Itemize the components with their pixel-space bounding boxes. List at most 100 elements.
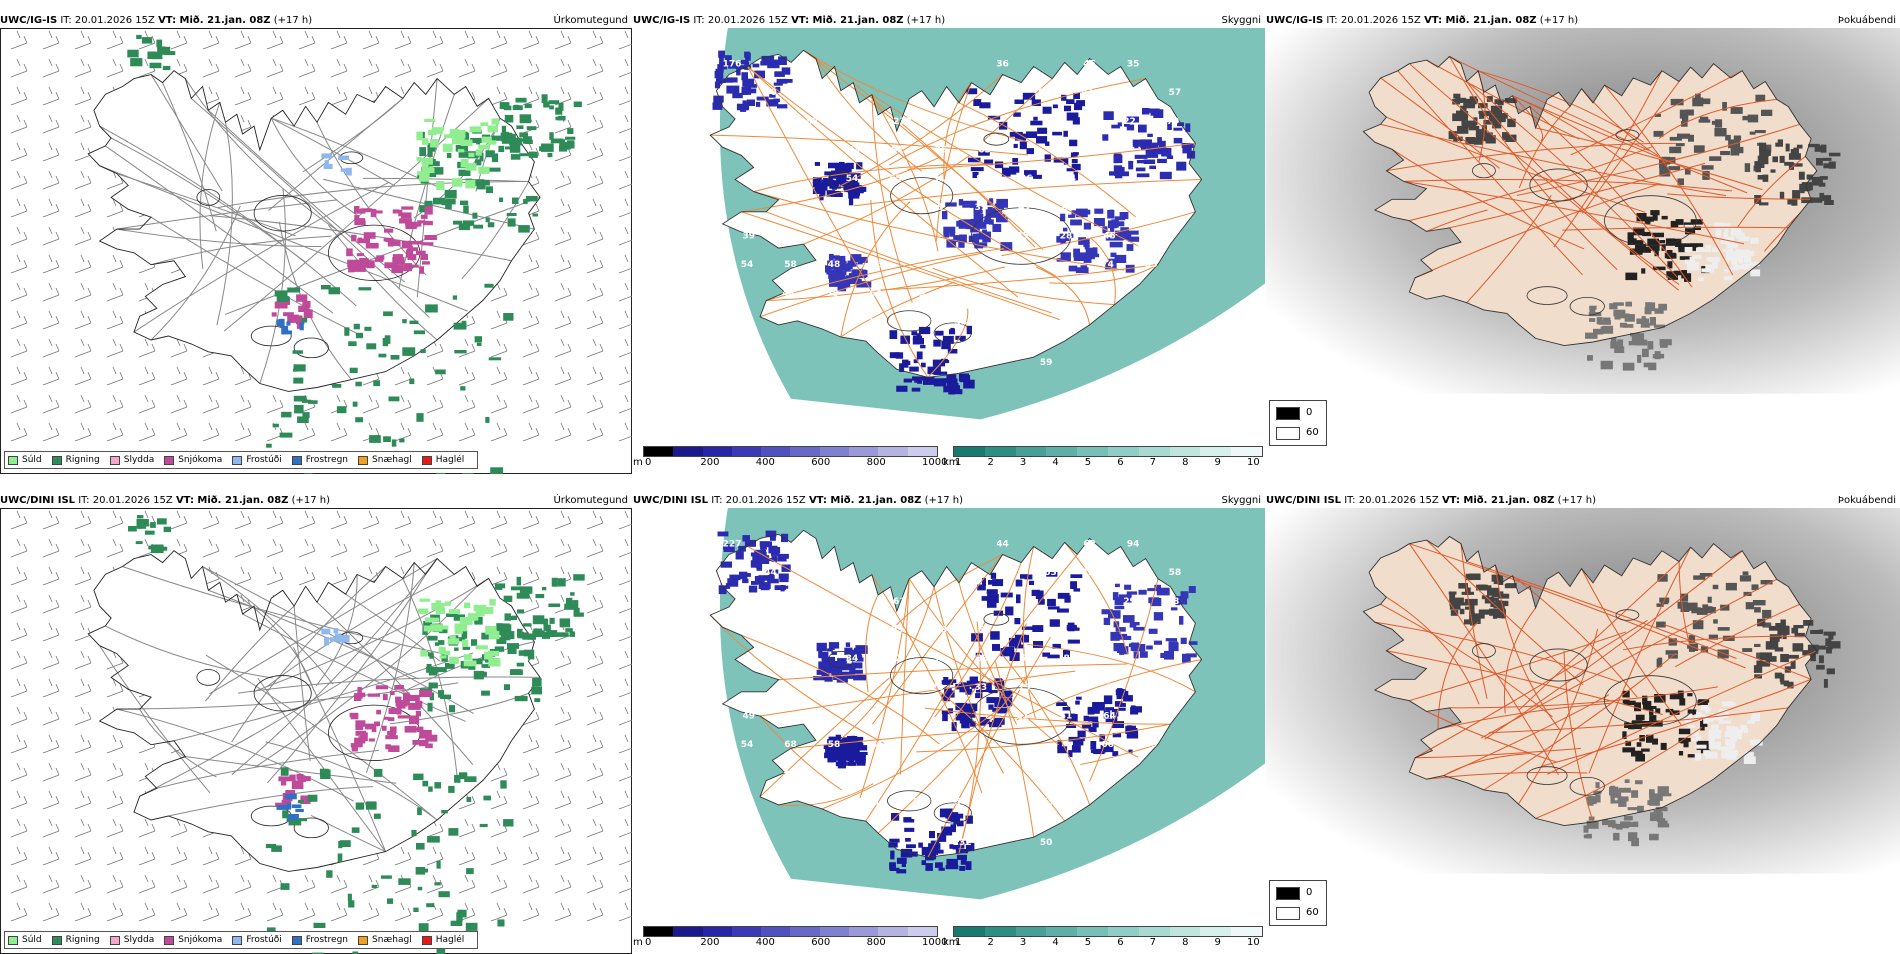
ceiling-value: 35 <box>931 203 944 213</box>
colorbar-tick: 10 <box>1247 937 1260 948</box>
legend-swatch <box>292 936 302 945</box>
lead-time: (+17 h) <box>1540 15 1578 26</box>
fog-index-map <box>1266 508 1900 954</box>
legend-label: Slydda <box>124 935 154 945</box>
legend-item: Snæhagl <box>358 935 412 945</box>
legend-item: Súld <box>8 455 42 465</box>
panel-header: UWC/IG-IS IT: 20.01.2026 15Z VT: Mið. 21… <box>633 14 1265 28</box>
colorbar-tick: 6 <box>1117 457 1123 468</box>
ceiling-value: 25 <box>1016 232 1029 242</box>
ceiling-value: 30 <box>1147 712 1160 722</box>
colorbar-tick: 3 <box>1020 937 1026 948</box>
panel-title: Þokuábendi <box>1838 494 1896 507</box>
ceiling-value: 40 <box>761 146 774 156</box>
colorbar-tick: 3 <box>1020 457 1026 468</box>
ceiling-value: 33 <box>976 654 989 664</box>
legend-item: Snjókoma <box>164 935 222 945</box>
ceiling-value: 66 <box>1101 740 1114 750</box>
init-time: IT: 20.01.2026 15Z <box>78 495 173 506</box>
colorbar-unit: m <box>633 457 643 468</box>
ceiling-value: 35 <box>1127 60 1140 70</box>
ceiling-value: 54 <box>741 740 754 750</box>
legend-swatch <box>422 456 432 465</box>
legend-label: Frostregn <box>306 935 348 945</box>
legend-label: Súld <box>22 455 42 465</box>
ceiling-value: 55 <box>957 769 970 779</box>
valid-time: VT: Mið. 21.jan. 08Z <box>791 15 903 26</box>
colorbar-tick: 200 <box>700 937 719 948</box>
ceiling-value: 41 <box>826 769 839 779</box>
panel-title: Þokuábendi <box>1838 14 1896 27</box>
ceiling-value: 54 <box>1038 88 1051 98</box>
legend-label: Frostúði <box>246 935 281 945</box>
legend-item: Rigning <box>52 935 100 945</box>
legend-label: Rigning <box>66 935 100 945</box>
ceiling-value: 163 <box>1038 568 1057 578</box>
ceiling-value: 39 <box>1145 740 1158 750</box>
colorbar-tick: 800 <box>867 937 886 948</box>
ceiling-value: 56 <box>955 798 968 808</box>
ceiling-value: 59 <box>1040 358 1053 368</box>
ceiling-value: 53 <box>955 318 968 328</box>
ceiling-value: 29 <box>1062 683 1075 693</box>
model-name: UWC/DINI ISL <box>1266 495 1341 506</box>
precip-type-map <box>1 509 632 954</box>
lead-time: (+17 h) <box>1558 495 1596 506</box>
fog-legend-label: 60 <box>1306 427 1319 438</box>
colorbar-tick: 7 <box>1150 457 1156 468</box>
ceiling-value: 28 <box>1167 597 1180 607</box>
panel-title: Skyggni <box>1221 494 1261 507</box>
ceiling-value: 44 <box>782 289 795 299</box>
colorbar-tick: 7 <box>1150 937 1156 948</box>
ceiling-value: 57 <box>1169 88 1182 98</box>
colorbar-tick: 6 <box>1117 937 1123 948</box>
ceiling-value: 35 <box>1145 260 1158 270</box>
ceiling-value: 61 <box>893 597 906 607</box>
ceiling-value: 79 <box>1167 117 1180 127</box>
colorbar-tick: 2 <box>987 457 993 468</box>
legend-label: Snæhagl <box>372 455 412 465</box>
ceiling-value: 52 <box>978 626 991 636</box>
ceiling-value: 232 <box>953 838 972 848</box>
colorbar-tick: 8 <box>1182 937 1188 948</box>
ceiling-value: 64 <box>1103 712 1116 722</box>
ceiling-value: 45 <box>1105 683 1118 693</box>
init-time: IT: 20.01.2026 15Z <box>60 15 155 26</box>
legend-swatch <box>8 936 18 945</box>
legend-item: Snjókoma <box>164 455 222 465</box>
fog-index-panel: UWC/DINI ISL IT: 20.01.2026 15Z VT: Mið.… <box>1266 494 1900 954</box>
ceiling-value: 52 <box>933 654 946 664</box>
ceiling-value: 33 <box>913 289 926 299</box>
colorbar-tick: 4 <box>1052 937 1058 948</box>
ceiling-value: 34 <box>913 769 926 779</box>
ceiling-value: 58 <box>828 740 841 750</box>
visibility-ceiling-map: 1761212376544847843526335704435363039483… <box>633 28 1265 440</box>
colorbar-tick: 400 <box>756 457 775 468</box>
colorbar-tick: 600 <box>811 457 830 468</box>
fog-legend: 0 60 <box>1269 400 1327 446</box>
valid-time: VT: Mið. 21.jan. 08Z <box>1424 15 1536 26</box>
legend-item: Frostregn <box>292 455 348 465</box>
ceiling-value: 35 <box>935 146 948 156</box>
fog-legend-swatch <box>1276 427 1300 440</box>
legend-swatch <box>110 936 120 945</box>
fog-legend-label: 0 <box>1306 407 1312 418</box>
ceiling-value: 60 <box>1020 654 1033 664</box>
ceiling-value: 70 <box>764 88 777 98</box>
ceiling-value: 30 <box>762 117 775 127</box>
legend-label: Haglél <box>436 455 465 465</box>
ceiling-value: 23 <box>931 683 944 693</box>
ceiling-value: 51 <box>1060 712 1073 722</box>
colorbar-tick: 5 <box>1085 457 1091 468</box>
panel-header: UWC/DINI ISL IT: 20.01.2026 15Z VT: Mið.… <box>0 494 632 508</box>
ceiling-value: 90 <box>976 174 989 184</box>
legend-item: Slydda <box>110 455 154 465</box>
ceiling-value: 31 <box>933 174 946 184</box>
panel-title: Úrkomutegund <box>553 494 628 507</box>
ceiling-value: 54 <box>741 260 754 270</box>
lead-time: (+17 h) <box>274 15 312 26</box>
